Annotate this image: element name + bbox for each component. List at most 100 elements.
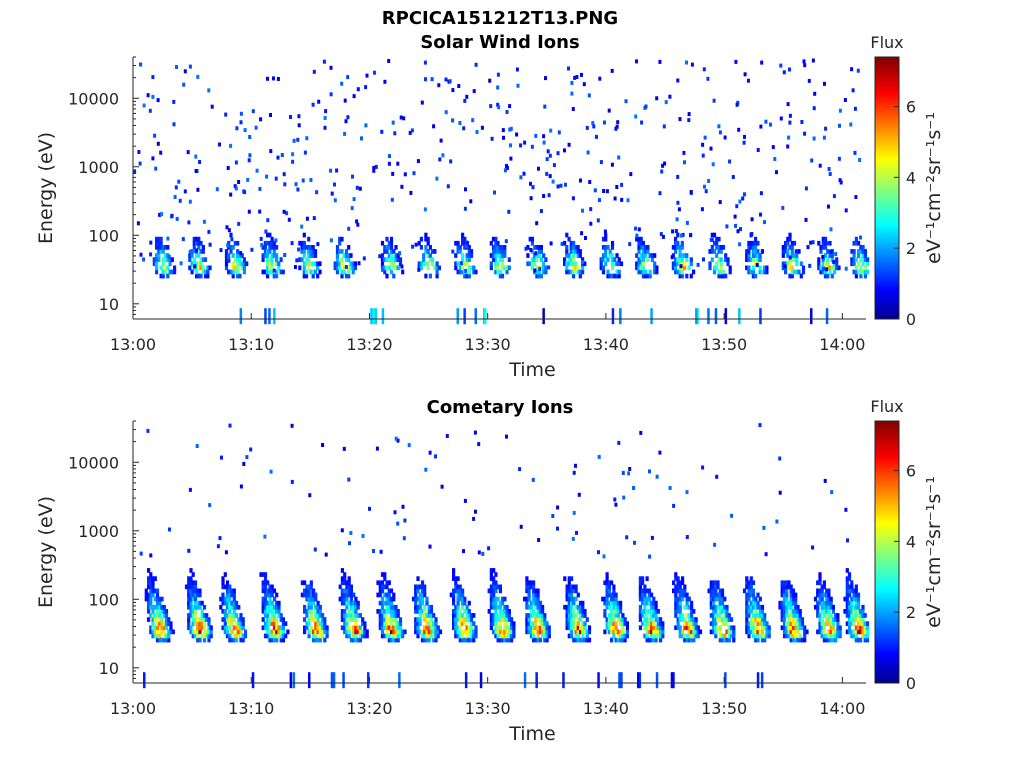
heatmap-cell <box>153 617 157 622</box>
heatmap-cell <box>149 592 153 598</box>
heatmap-cell <box>674 257 678 262</box>
heatmap-cell <box>166 236 170 241</box>
heatmap-cell <box>266 592 270 598</box>
heatmap-cell <box>225 584 230 590</box>
heatmap-cell <box>195 269 199 275</box>
heatmap-cell <box>200 625 204 631</box>
heatmap-cell <box>489 568 493 573</box>
heatmap-cell <box>607 584 611 590</box>
heatmap-cell <box>463 609 467 614</box>
heatmap-cell <box>632 486 636 490</box>
heatmap-cell <box>498 257 502 262</box>
heatmap-cell <box>193 588 198 594</box>
heatmap-cell <box>230 629 234 635</box>
heatmap-cell <box>420 613 425 618</box>
heatmap-cell <box>203 273 208 279</box>
heatmap-cell <box>749 257 753 262</box>
heatmap-cell <box>589 207 593 212</box>
heatmap-cell <box>329 92 333 97</box>
heatmap-cell <box>363 625 367 631</box>
heatmap-cell <box>466 241 470 246</box>
heatmap-cell <box>845 576 849 581</box>
heatmap-cell <box>303 629 307 635</box>
heatmap-cell <box>538 617 542 622</box>
heatmap-cell <box>829 227 833 232</box>
heatmap-cell <box>831 633 835 639</box>
heatmap-cell <box>861 629 865 635</box>
heatmap-cell <box>539 249 543 254</box>
heatmap-cell <box>303 604 307 610</box>
heatmap-cell <box>456 625 460 631</box>
heatmap-cell <box>467 637 471 643</box>
heatmap-cell <box>494 609 498 614</box>
heatmap-cell <box>240 261 244 267</box>
heatmap-cell <box>427 604 431 610</box>
heatmap-cell <box>616 120 620 125</box>
heatmap-cell <box>749 609 753 614</box>
heatmap-cell <box>789 625 793 631</box>
heatmap-cell <box>836 613 840 618</box>
heatmap-cell <box>461 269 465 275</box>
heatmap-cell <box>532 637 536 643</box>
heatmap-cell <box>652 600 656 606</box>
heatmap-cell <box>248 153 252 158</box>
heatmap-cell <box>683 625 687 631</box>
heatmap-cell <box>751 580 756 586</box>
heatmap-cell <box>221 592 225 598</box>
heatmap-cell <box>200 609 204 614</box>
heatmap-cell <box>205 629 209 635</box>
heatmap-cell <box>449 592 453 598</box>
heatmap-cell <box>309 604 313 610</box>
heatmap-cell <box>567 576 571 581</box>
heatmap-cell <box>532 629 536 635</box>
heatmap-cell <box>760 613 765 618</box>
heatmap-cell <box>160 637 164 643</box>
heatmap-cell <box>650 609 654 614</box>
heatmap-cell <box>496 249 500 254</box>
heatmap-cell <box>795 261 799 267</box>
heatmap-cell <box>277 604 281 610</box>
heatmap-cell <box>645 609 649 614</box>
heatmap-cell <box>678 269 682 275</box>
heatmap-cell <box>223 572 227 577</box>
heatmap-cell <box>343 576 347 581</box>
heatmap-cell <box>817 265 821 271</box>
heatmap-cell <box>607 621 611 626</box>
heatmap-cell <box>347 269 351 275</box>
heatmap-cell <box>863 257 867 262</box>
heatmap-cell <box>820 629 824 635</box>
heatmap-cell <box>715 265 719 271</box>
heatmap-cell <box>502 135 505 140</box>
heatmap-cell <box>529 621 533 626</box>
heatmap-cell <box>525 596 529 602</box>
heatmap-cell <box>268 617 272 622</box>
heatmap-cell <box>756 621 760 626</box>
heatmap-cell <box>747 584 751 590</box>
heatmap-cell <box>347 477 351 482</box>
heatmap-cell <box>530 257 534 262</box>
heatmap-cell <box>859 625 863 631</box>
heatmap-cell <box>576 265 580 271</box>
heatmap-cell <box>681 596 685 602</box>
heatmap-cell <box>723 637 727 643</box>
heatmap-cell <box>422 261 426 267</box>
heatmap-cell <box>344 119 348 124</box>
heatmap-cell <box>637 245 641 250</box>
heatmap-cell <box>715 261 719 267</box>
heatmap-cell <box>489 617 493 622</box>
heatmap-cell <box>496 261 500 267</box>
heatmap-cell <box>266 232 270 238</box>
heatmap-cell <box>838 629 842 635</box>
heatmap-cell <box>827 592 831 598</box>
heatmap-cell <box>845 596 849 602</box>
heatmap-cell <box>263 576 268 581</box>
heatmap-cell <box>709 592 713 598</box>
heatmap-cell <box>782 584 787 590</box>
heatmap-cell <box>157 240 161 246</box>
colorbar-tick-label: 6 <box>906 462 916 481</box>
heatmap-cell <box>444 110 448 115</box>
heatmap-cell <box>822 609 826 614</box>
heatmap-cell <box>429 613 434 618</box>
heatmap-cell <box>508 104 512 109</box>
